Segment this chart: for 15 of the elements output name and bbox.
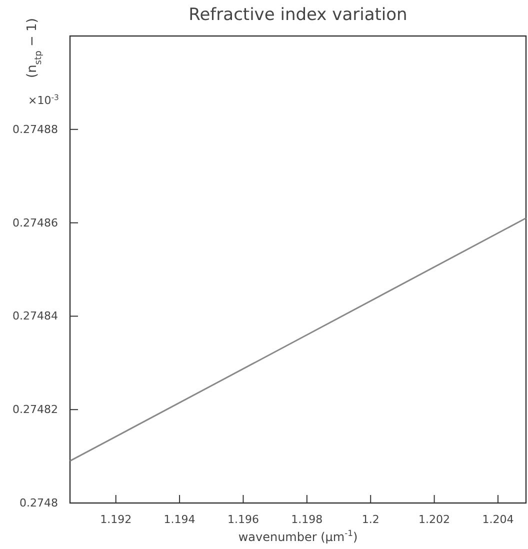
x-tick-label: 1.192 [100,512,132,526]
y-tick-label: 0.27484 [12,310,58,323]
x-tick-label: 1.198 [291,512,323,526]
x-tick-label: 1.196 [227,512,259,526]
y-tick-label: 0.27486 [12,216,58,230]
x-tick-label: 1.204 [482,512,514,526]
y-tick-label: 0.2748 [20,496,58,510]
chart-title: Refractive index variation [188,5,408,25]
text: ×10$^{-3}$ [28,92,59,107]
y-tick-label: 0.27488 [12,122,58,136]
x-tick-label: 1.194 [164,512,196,526]
x-axis-title: wavenumber (μm$^{-1}$) [238,528,358,544]
x-tick-label: 1.202 [418,512,450,526]
x-tick-label: 1.2 [362,512,380,526]
y-tick-label: 0.27482 [12,403,58,416]
